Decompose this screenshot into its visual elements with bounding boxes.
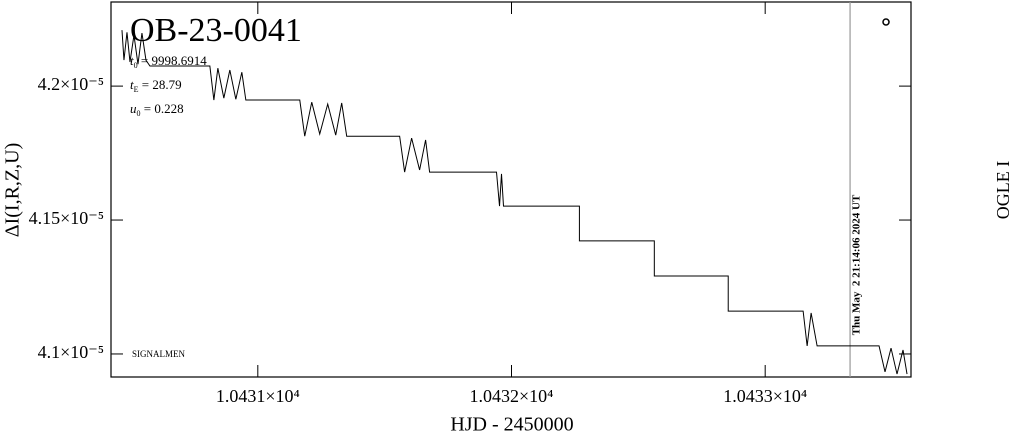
y-axis-label: ΔI(I,R,Z,U) (2, 143, 24, 238)
annotation-subscript: 0 (134, 61, 138, 70)
y-tick-label: 4.15×10⁻⁵ (29, 208, 104, 228)
x-axis-label: HJD - 2450000 (450, 414, 573, 434)
annotation: t0 = 9998.6914 (130, 53, 207, 70)
x-tick-label: 1.0433×10⁴ (723, 386, 807, 406)
annotation-symbol: t (130, 77, 134, 92)
annotation-subscript: E (134, 85, 139, 94)
annotation: tE = 28.79 (130, 77, 182, 94)
chart-title: OB-23-0041 (130, 12, 302, 49)
y-tick-label: 4.2×10⁻⁵ (38, 74, 104, 94)
plot-frame (110, 1, 912, 378)
annotation-text: = 28.79 (139, 77, 182, 92)
light-curve (121, 30, 908, 375)
y-tick-label: 4.1×10⁻⁵ (38, 342, 104, 362)
x-tick-label: 1.0431×10⁴ (216, 386, 300, 406)
symbol-marker (882, 18, 890, 26)
annotation-symbol: t (130, 53, 134, 68)
instrument-label: OGLE I (993, 161, 1013, 219)
timestamp-label: Thu May 2 21:14:06 2024 UT (851, 194, 863, 335)
annotation-text: = 9998.6914 (138, 53, 208, 68)
x-tick-label: 1.0432×10⁴ (470, 386, 554, 406)
annotation-symbol: u (130, 101, 137, 116)
annotation: u0 = 0.228 (130, 101, 184, 118)
annotation-text: = 0.228 (141, 101, 184, 116)
footnote: SIGNALMEN (132, 349, 185, 359)
annotation-subscript: 0 (137, 109, 141, 118)
